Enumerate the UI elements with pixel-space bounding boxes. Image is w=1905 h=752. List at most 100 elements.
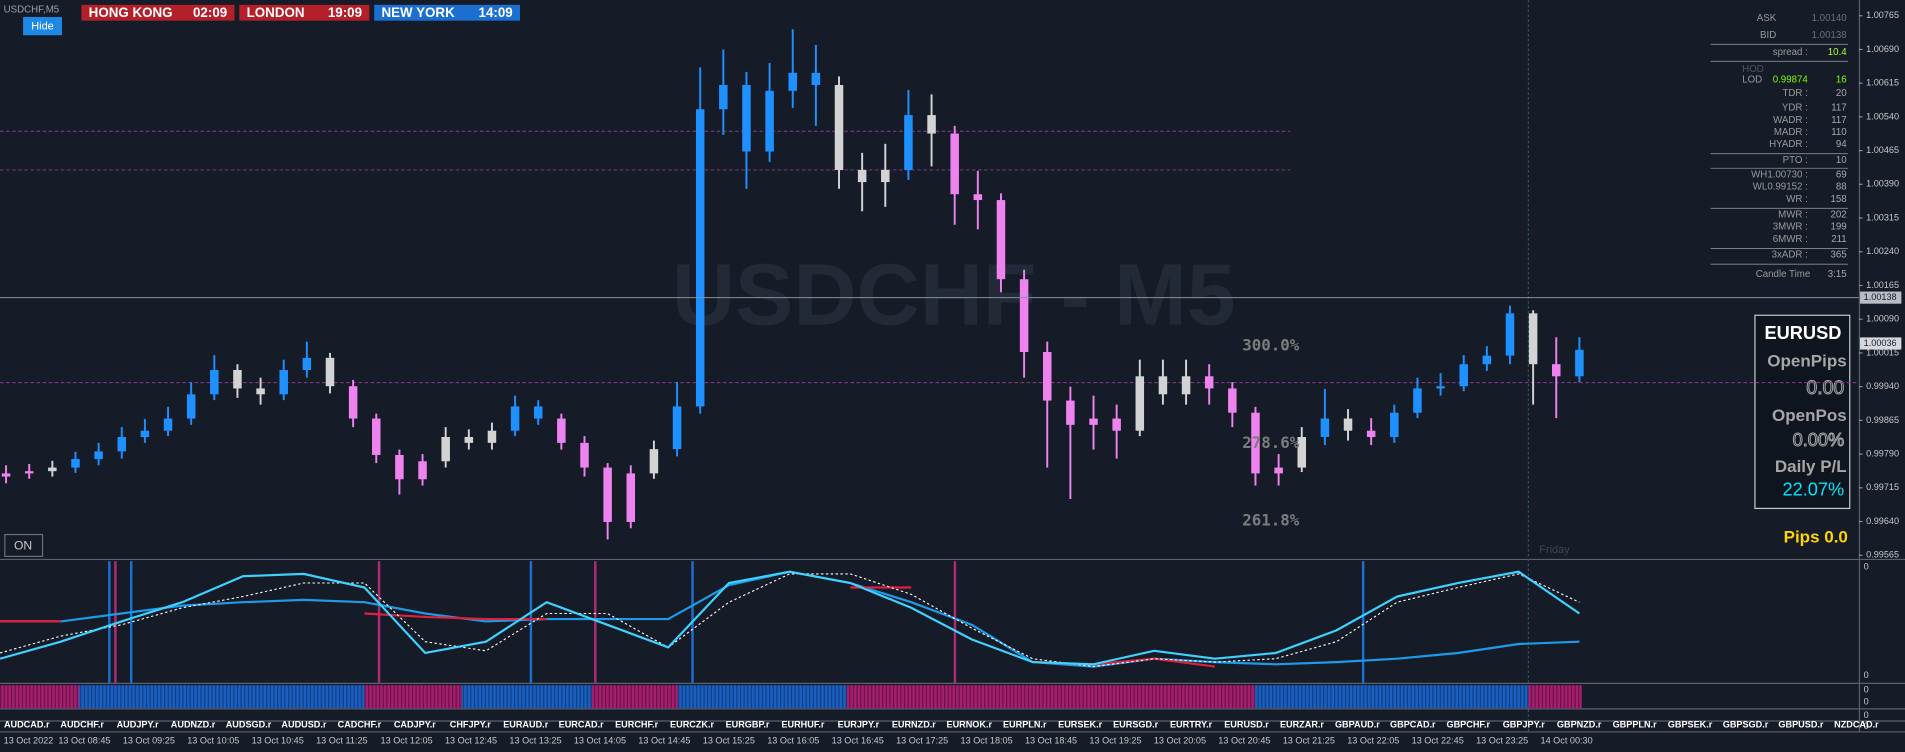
symbol-button[interactable]: EURGBP.r (726, 720, 770, 730)
info-value: 20 (1836, 88, 1847, 99)
candle-body (1204, 376, 1214, 389)
symbol-button[interactable]: GBPUSD.r (1778, 720, 1824, 730)
x-tick-label: 13 Oct 16:45 (832, 735, 884, 745)
candle-body (533, 406, 543, 419)
candle-body (510, 406, 520, 431)
symbol-button[interactable]: EURCAD.r (559, 720, 605, 730)
symbol-button[interactable]: EURAUD.r (503, 720, 549, 730)
candle-body (1436, 386, 1445, 389)
y-axis-label: 0 (1864, 684, 1869, 694)
info-label: PTO : (1783, 155, 1808, 166)
on-button-label[interactable]: ON (14, 538, 32, 552)
x-tick-label: 13 Oct 15:25 (703, 735, 755, 745)
symbol-button[interactable]: GBPAUD.r (1335, 720, 1380, 730)
trend-strip (846, 685, 1256, 709)
candle-body (1158, 376, 1168, 395)
symbol-button[interactable]: AUDCAD.r (4, 720, 50, 730)
info-label: WL0.99152 : (1753, 182, 1808, 193)
symbol-button[interactable]: AUDSGD.r (226, 720, 272, 730)
symbol-button[interactable]: EURHUF.r (781, 720, 824, 730)
info-value: 1.00138 (1812, 30, 1847, 41)
symbol-button[interactable]: CADJPY.r (394, 720, 436, 730)
symbol-button[interactable]: GBPJPY.r (1503, 720, 1545, 730)
candle-body (395, 454, 404, 480)
symbol-button[interactable]: EURUSD.r (1224, 720, 1269, 730)
hide-button[interactable] (23, 17, 62, 36)
candle-body (834, 84, 844, 170)
symbol-button[interactable]: NZDCAD.r (1834, 720, 1879, 730)
x-tick-label: 13 Oct 18:05 (961, 735, 1013, 745)
x-tick-label: 14 Oct 00:30 (1541, 735, 1593, 745)
indicator-line (0, 573, 1580, 668)
candle-body (372, 418, 381, 455)
symbol-button[interactable]: GBPSGD.r (1723, 720, 1769, 730)
candle-body (672, 406, 682, 450)
trend-strip (1528, 685, 1582, 709)
symbol-button[interactable]: GBPSEK.r (1668, 720, 1713, 730)
candle-body (117, 436, 127, 452)
candle-body (48, 467, 57, 472)
symbol-button[interactable]: EURZAR.r (1280, 720, 1324, 730)
x-tick-label: 13 Oct 16:05 (767, 735, 819, 745)
candle-body (1297, 436, 1307, 468)
symbol-button[interactable]: EURPLN.r (1003, 720, 1047, 730)
candle-body (1019, 279, 1029, 353)
symbol-button[interactable]: EURNZD.r (892, 720, 936, 730)
candle-body (1274, 467, 1283, 474)
candle-body (950, 133, 959, 195)
info-level: 0.99874 (1773, 75, 1809, 86)
y-tick-label: 1.00315 (1866, 212, 1899, 222)
symbol-button[interactable]: EURCZK.r (670, 720, 714, 730)
candle-body (1366, 430, 1376, 437)
candle-body (1, 473, 11, 477)
y-tick-label: 1.00165 (1866, 280, 1899, 290)
symbol-button[interactable]: EURTRY.r (1170, 720, 1213, 730)
symbol-button[interactable]: AUDNZD.r (171, 720, 216, 730)
y-tick-label: 1.00615 (1866, 78, 1899, 88)
symbol-button[interactable]: AUDCHF.r (60, 720, 104, 730)
on-button[interactable] (4, 533, 44, 558)
x-tick-label: 13 Oct 14:45 (638, 735, 690, 745)
candle-body (441, 436, 450, 462)
symbol-button[interactable]: AUDUSD.r (281, 720, 327, 730)
trend-strip (364, 685, 462, 709)
price-tag: 1.00138 (1864, 292, 1897, 302)
y-tick-label: 1.00465 (1866, 145, 1899, 155)
symbol-button[interactable]: CHFJPY.r (450, 720, 491, 730)
symbol-button[interactable]: GBPCAD.r (1390, 720, 1436, 730)
y-tick-label: 0.99715 (1866, 482, 1899, 492)
trend-strip (677, 685, 847, 709)
trend-strip (591, 685, 678, 709)
info-label: HOD (1742, 64, 1764, 75)
hide-button-label[interactable]: Hide (31, 21, 53, 33)
info-value: 69 (1836, 170, 1847, 181)
open-pos: 0.00% (1793, 430, 1845, 450)
info-value: 1.00140 (1812, 13, 1848, 24)
candle-body (94, 451, 103, 460)
candle-body (580, 442, 589, 468)
symbol-button[interactable]: GBPPLN.r (1613, 720, 1657, 730)
daily-pl-label: Daily P/L (1775, 457, 1847, 476)
x-tick-label: 13 Oct 14:05 (574, 735, 626, 745)
y-tick-label: 1.00390 (1866, 179, 1899, 189)
info-value: 3:15 (1828, 269, 1847, 280)
y-tick-label: 0.99790 (1866, 448, 1899, 458)
info-value: 199 (1830, 222, 1846, 233)
fib-label: 278.6% (1242, 433, 1300, 452)
info-label: WH1.00730 : (1751, 170, 1808, 181)
symbol-button[interactable]: EURCHF.r (615, 720, 658, 730)
candle-body (1228, 388, 1237, 413)
candle-body (348, 386, 358, 419)
symbol-button[interactable]: EURSGD.r (1113, 720, 1159, 730)
candle-body (626, 473, 636, 522)
symbol-button[interactable]: AUDJPY.r (117, 720, 159, 730)
trend-strip (461, 685, 592, 709)
symbol-button[interactable]: GBPNZD.r (1557, 720, 1602, 730)
symbol-button[interactable]: EURJPY.r (838, 720, 880, 730)
symbol-button[interactable]: EURSEK.r (1058, 720, 1102, 730)
symbol-button[interactable]: EURNOK.r (947, 720, 993, 730)
candle-body (186, 394, 196, 419)
symbol-button[interactable]: CADCHF.r (338, 720, 382, 730)
x-tick-label: 13 Oct 17:25 (896, 735, 948, 745)
symbol-button[interactable]: GBPCHF.r (1447, 720, 1491, 730)
